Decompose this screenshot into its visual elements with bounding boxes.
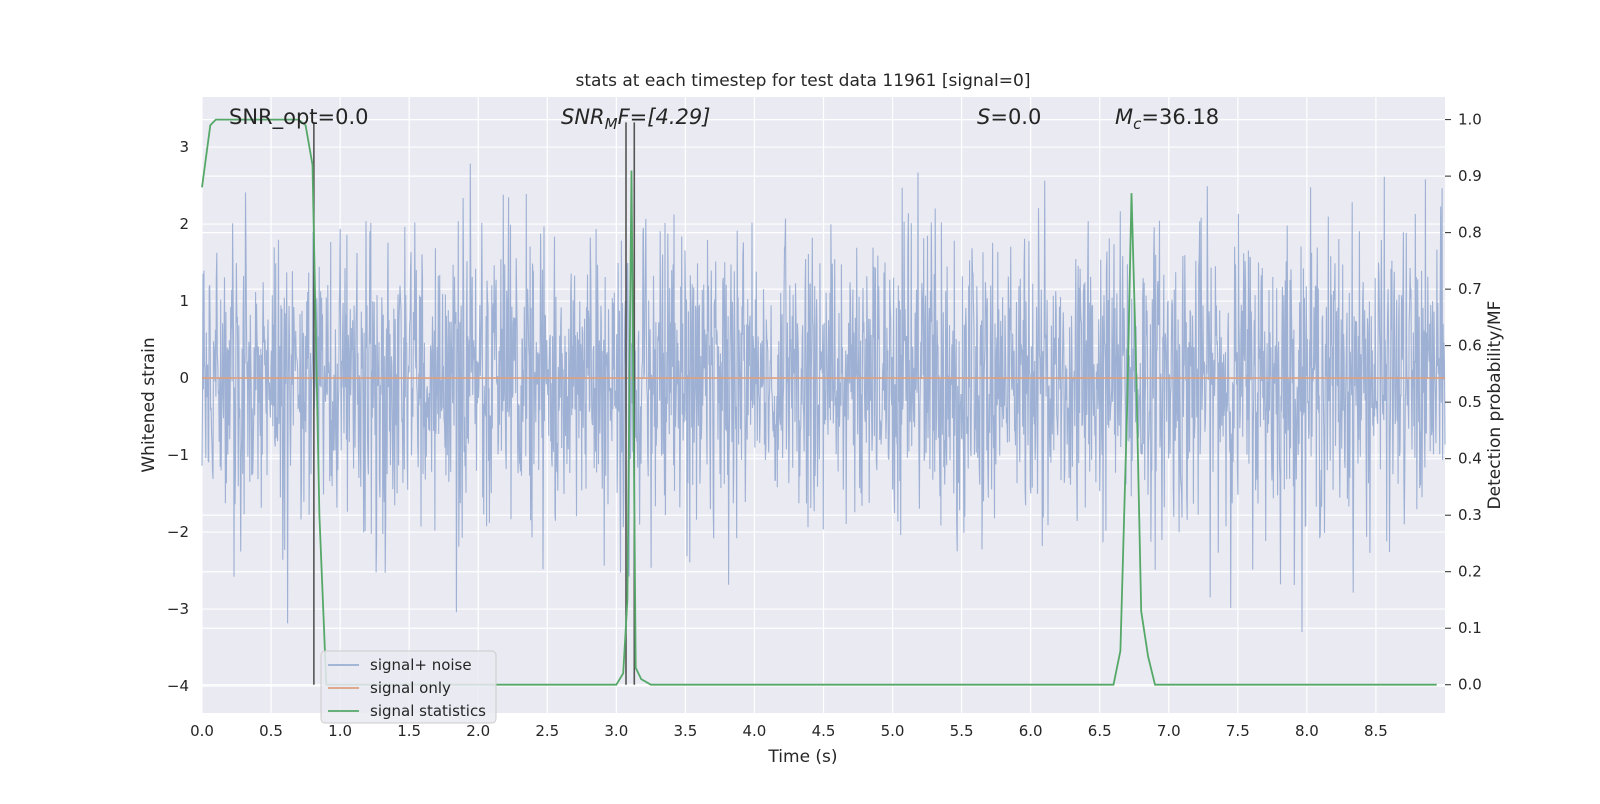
s-annotation: S=0.0 xyxy=(977,105,1041,129)
x-tick-label: 2.0 xyxy=(466,722,490,740)
snr-opt-annotation: SNR_opt=0.0 xyxy=(229,105,369,130)
signal-noise-series xyxy=(201,163,1446,633)
x-tick-label: 4.5 xyxy=(812,722,836,740)
legend-box xyxy=(320,650,497,724)
y-tick-label-left: −1 xyxy=(167,446,189,464)
y-tick-label-left: −3 xyxy=(167,600,189,618)
mc-sub: c xyxy=(1133,115,1142,133)
y-tick-label-right: 0.3 xyxy=(1458,506,1482,524)
y-tick-label-right: 0.8 xyxy=(1458,224,1482,242)
y-tick-label-left: 0 xyxy=(179,369,189,387)
y-tick-label-right: 0.4 xyxy=(1458,450,1482,468)
y-tick-label-right: 0.2 xyxy=(1458,563,1482,581)
x-tick-label: 8.5 xyxy=(1364,722,1388,740)
x-tick-label: 3.0 xyxy=(604,722,628,740)
x-axis-label: Time (s) xyxy=(767,747,837,767)
y-axis-label-right: Detection probability/MF xyxy=(1485,301,1505,510)
legend-label: signal only xyxy=(370,679,451,697)
x-tick-label: 8.0 xyxy=(1295,722,1319,740)
x-tick-label: 1.0 xyxy=(328,722,352,740)
snr-mf-annotation: SNRMF=[4.29] xyxy=(561,105,710,133)
y-tick-label-right: 0.6 xyxy=(1458,337,1482,355)
y-tick-label-left: 3 xyxy=(179,138,189,156)
y-tick-label-left: 1 xyxy=(179,292,189,310)
y-tick-label-right: 0.0 xyxy=(1458,676,1482,694)
s-rest: =0.0 xyxy=(990,105,1041,129)
x-tick-label: 7.5 xyxy=(1226,722,1250,740)
x-tick-label: 6.5 xyxy=(1088,722,1112,740)
chart-title: stats at each timestep for test data 119… xyxy=(576,71,1031,91)
s-main: S xyxy=(977,105,990,129)
x-tick-label: 3.5 xyxy=(673,722,697,740)
x-tick-label: 6.0 xyxy=(1019,722,1043,740)
y-tick-label-right: 0.9 xyxy=(1458,167,1482,185)
y-tick-label-right: 0.1 xyxy=(1458,619,1482,637)
y-tick-label-left: −4 xyxy=(167,677,189,695)
legend-label: signal+ noise xyxy=(370,656,472,674)
snr-mf-sub: M xyxy=(605,115,618,133)
y-tick-label-left: −2 xyxy=(167,523,189,541)
snr-mf-rest: F=[4.29] xyxy=(618,105,711,129)
y-tick-label-left: 2 xyxy=(179,215,189,233)
legend-label: signal statistics xyxy=(370,702,486,720)
x-tick-label: 1.5 xyxy=(397,722,421,740)
y-axis-label-left: Whitened strain xyxy=(139,337,159,472)
mc-rest: =36.18 xyxy=(1141,105,1219,129)
signal-statistics-series xyxy=(201,118,1437,686)
x-tick-label: 5.0 xyxy=(881,722,905,740)
x-tick-label: 5.5 xyxy=(950,722,974,740)
y-tick-label-right: 0.7 xyxy=(1458,280,1482,298)
y-tick-label-right: 0.5 xyxy=(1458,393,1482,411)
x-tick-label: 0.5 xyxy=(259,722,283,740)
x-tick-label: 7.0 xyxy=(1157,722,1181,740)
x-tick-label: 0.0 xyxy=(190,722,214,740)
x-tick-label: 4.0 xyxy=(743,722,767,740)
snr-mf-main: SNR xyxy=(561,105,605,129)
mc-annotation: Mc=36.18 xyxy=(1115,105,1219,133)
mc-main: M xyxy=(1115,105,1133,129)
y-tick-label-right: 1.0 xyxy=(1458,111,1482,129)
x-tick-label: 2.5 xyxy=(535,722,559,740)
